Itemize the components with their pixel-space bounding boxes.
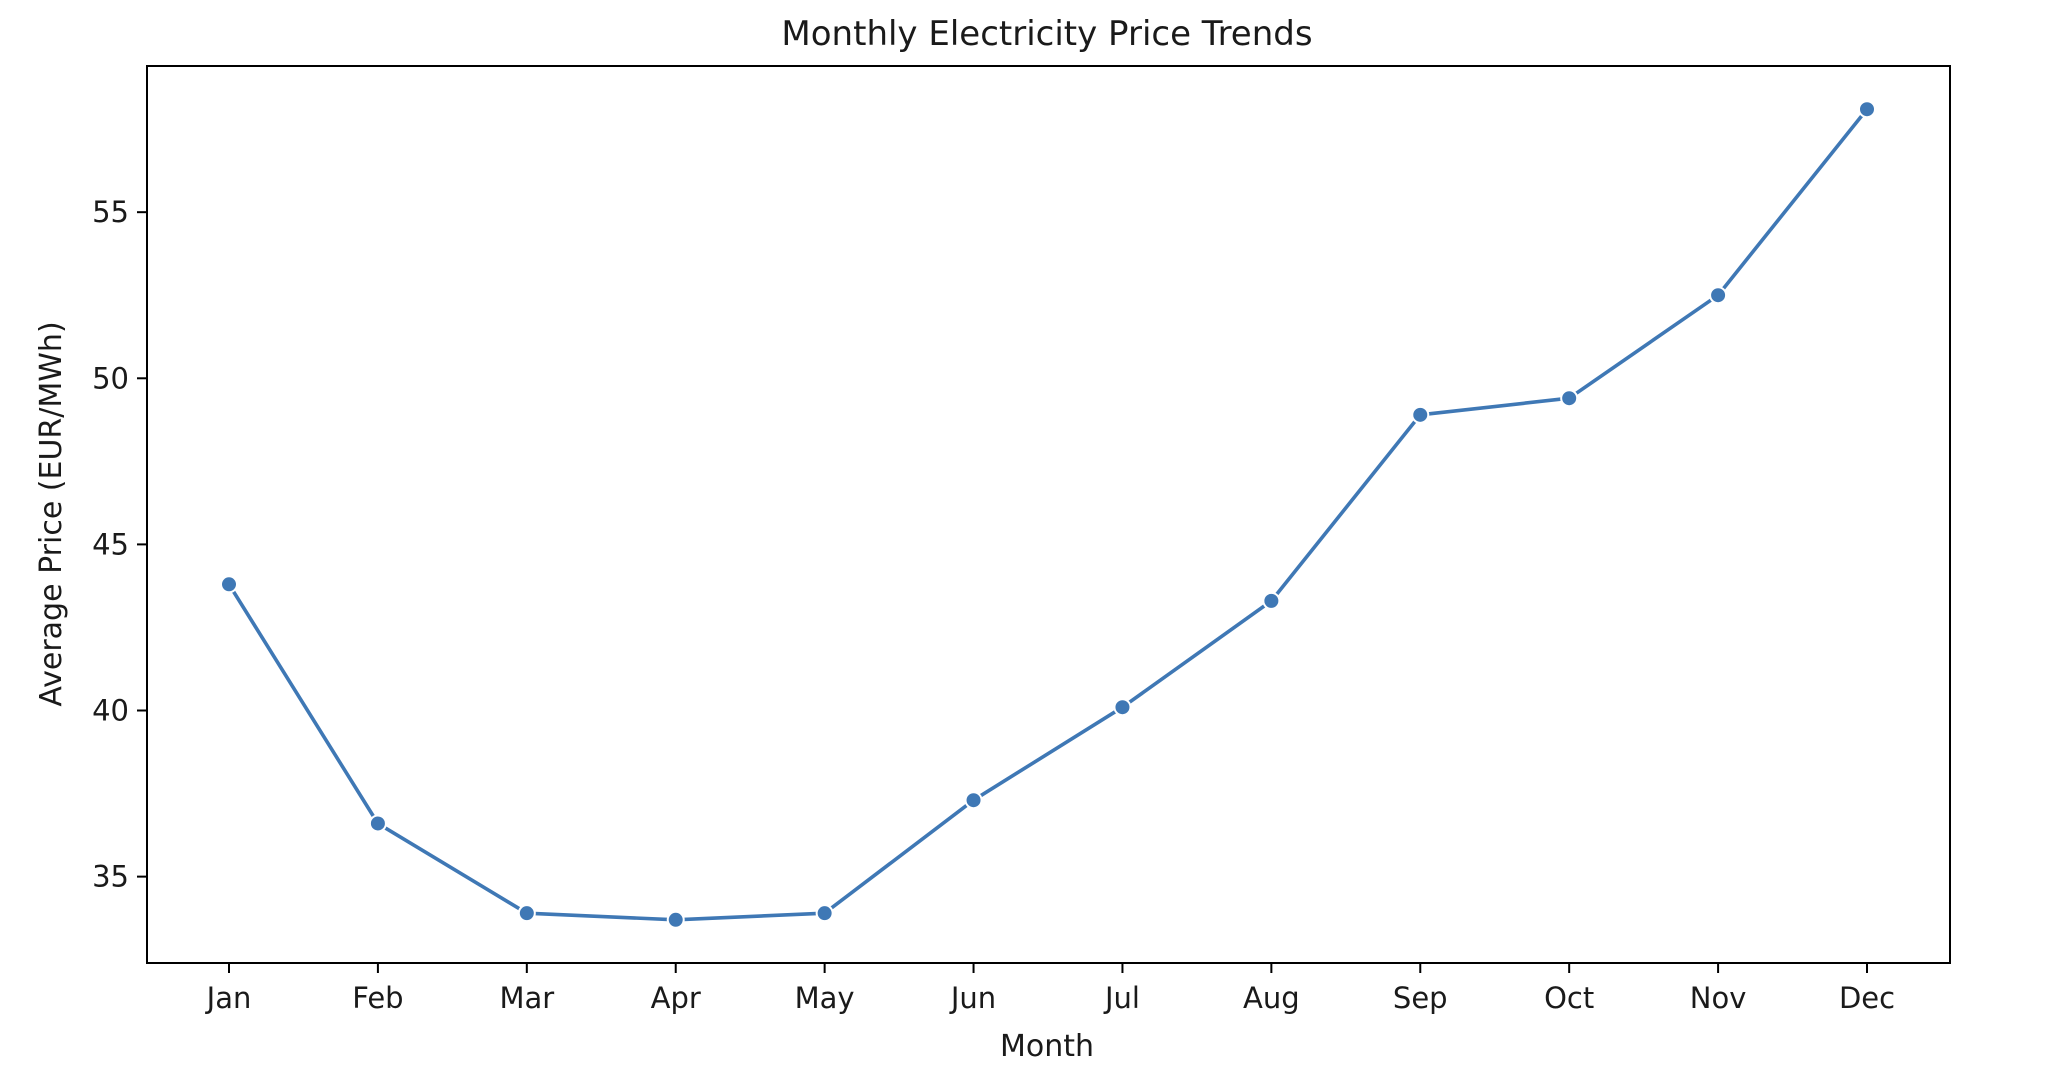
x-tick-label: Aug xyxy=(1243,981,1300,1015)
x-tick-label: Apr xyxy=(651,981,701,1015)
data-point-feb xyxy=(368,814,387,833)
x-tick-label: Jun xyxy=(949,981,996,1015)
x-tick-label: Jan xyxy=(205,981,252,1015)
y-axis: 35 40 45 50 55 xyxy=(92,195,147,894)
plot-area-frame xyxy=(146,65,1951,964)
data-point-sep xyxy=(1411,405,1430,424)
x-tick-label: Dec xyxy=(1839,981,1895,1015)
y-tick-label: 50 xyxy=(92,361,129,395)
y-tick-label: 35 xyxy=(92,860,129,894)
data-point-apr xyxy=(666,910,685,929)
x-tick-label: Sep xyxy=(1393,981,1448,1015)
x-tick-label: Mar xyxy=(499,981,554,1015)
data-point-dec xyxy=(1858,100,1876,119)
x-tick-label: Oct xyxy=(1544,981,1594,1015)
data-point-may xyxy=(815,904,834,923)
x-axis: Jan Feb Mar Apr May Jun Jul Aug Sep Oct Nov Dec xyxy=(205,963,1895,1015)
series-layer xyxy=(220,100,1876,929)
y-tick-label: 55 xyxy=(92,195,129,229)
data-point-mar xyxy=(517,904,536,923)
chart-title: Monthly Electricity Price Trends xyxy=(781,14,1312,54)
data-point-jul xyxy=(1113,698,1132,717)
x-tick-label: Jul xyxy=(1103,981,1140,1015)
series-line xyxy=(227,107,1869,922)
x-axis-label: Month xyxy=(1000,1029,1094,1064)
y-tick-label: 45 xyxy=(92,527,129,561)
y-axis-label: Average Price (EUR/MWh) xyxy=(34,321,69,706)
data-point-jun xyxy=(964,791,983,810)
data-point-aug xyxy=(1262,591,1281,610)
x-tick-label: Feb xyxy=(352,981,403,1015)
x-tick-label: Nov xyxy=(1690,981,1747,1015)
data-point-jan xyxy=(220,575,238,594)
data-point-nov xyxy=(1709,286,1728,305)
y-tick-label: 40 xyxy=(92,694,129,728)
data-point-oct xyxy=(1560,389,1579,408)
x-tick-label: May xyxy=(795,981,855,1015)
